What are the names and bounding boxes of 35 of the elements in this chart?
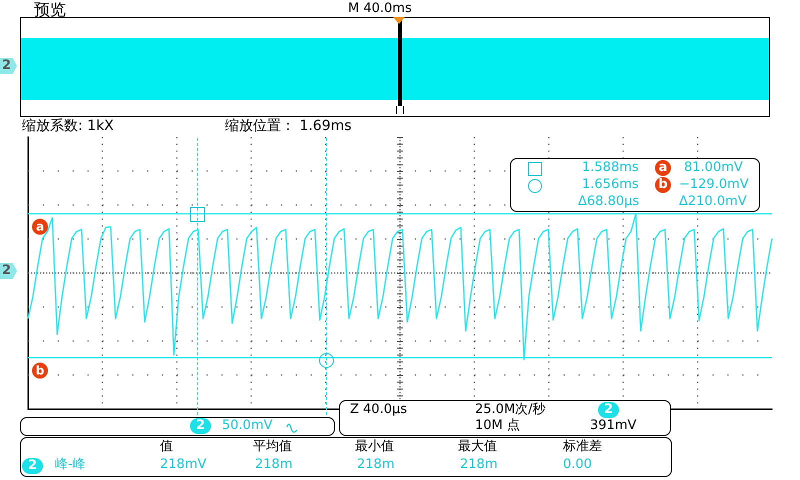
text: 391mV <box>590 418 636 434</box>
text: 最大值 <box>458 439 497 455</box>
text: 218m <box>460 457 498 473</box>
annotation: Z 40.0μs <box>350 402 408 418</box>
text: 2 <box>0 263 18 279</box>
text: 最小值 <box>355 439 394 455</box>
ref-line-label: b <box>36 363 45 378</box>
text: 2 <box>22 458 44 474</box>
text: 峰-峰 <box>55 457 86 473</box>
text: 2 <box>0 58 18 74</box>
annotation: 2 <box>598 402 620 418</box>
text: Δ210.0mV <box>679 194 747 210</box>
text: 标准差 <box>563 439 602 455</box>
text: 1.656ms <box>582 177 639 193</box>
text: 218m <box>255 457 292 473</box>
text: 81.00mV <box>684 160 743 176</box>
text: 平均值 <box>253 439 292 455</box>
text: 缩放系数: 1kX <box>22 118 114 134</box>
ref-line-label: a <box>36 219 44 234</box>
text: −129.0mV <box>679 177 749 193</box>
text: 218m <box>357 457 394 473</box>
text: Δ68.80μs <box>578 194 640 210</box>
text: 值 <box>160 439 173 455</box>
annotation: 25.0M次/秒 <box>475 402 546 418</box>
text: b <box>655 177 671 193</box>
text: 0.00 <box>563 457 592 473</box>
text: a <box>655 160 671 176</box>
text: 缩放位置： 1.69ms <box>225 118 352 134</box>
text: 1.588ms <box>582 160 639 176</box>
text: M 40.0ms <box>348 1 412 17</box>
text: 218mV <box>160 457 206 473</box>
text: 2 <box>190 418 212 434</box>
text: 预览 <box>34 0 66 19</box>
text: 10M 点 <box>475 418 520 434</box>
text: 50.0mV <box>222 418 273 434</box>
